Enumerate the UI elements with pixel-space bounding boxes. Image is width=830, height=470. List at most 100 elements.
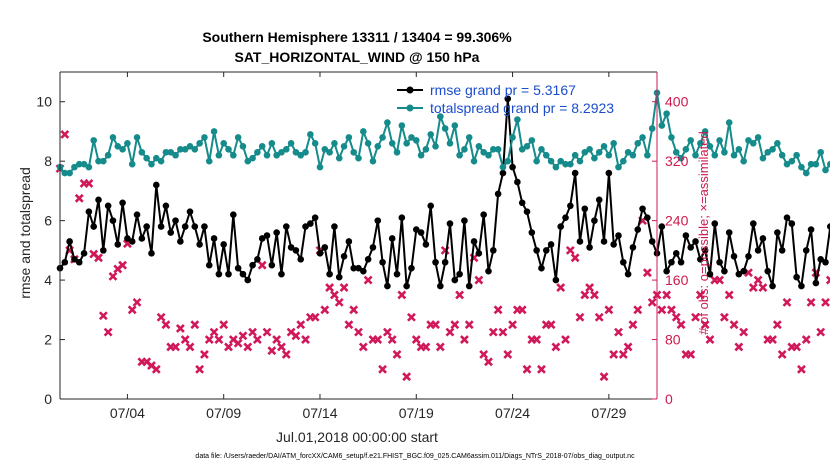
rmse-point (268, 261, 276, 269)
x-tick-label: 07/04 (110, 405, 145, 421)
obs-assimilated-marker (479, 349, 489, 359)
rmse-point (181, 223, 189, 230)
rmse-point (403, 282, 410, 290)
rmse-point (119, 199, 126, 207)
rmse-point (778, 247, 786, 254)
y-right-tick-label: 400 (665, 94, 689, 110)
rmse-point (600, 238, 608, 245)
obs-assimilated-marker (60, 130, 70, 139)
rmse-point (345, 238, 353, 245)
obs-marker-stroke-b (349, 305, 359, 315)
obs-marker-stroke-b (108, 271, 118, 281)
obs-assimilated-marker (734, 342, 744, 352)
obs-assimilated-marker (98, 311, 108, 321)
rmse-point (360, 267, 367, 275)
obs-assimilated-marker (435, 342, 445, 352)
rmse-point (562, 214, 569, 221)
totalspread-point (167, 148, 175, 156)
rmse-point (335, 273, 343, 281)
totalspread-point (157, 157, 165, 165)
rmse-point (408, 264, 415, 272)
obs-marker-stroke-b (272, 335, 282, 344)
rmse-point (798, 282, 805, 290)
totalspread-point (292, 148, 300, 156)
rmse-point (379, 258, 386, 266)
obs-assimilated-marker (74, 193, 84, 203)
obs-assimilated-marker (517, 305, 527, 315)
rmse-point (369, 244, 377, 251)
obs-marker-stroke-b (724, 290, 734, 300)
totalspread-point (793, 151, 800, 159)
obs-assimilated-marker (782, 297, 792, 307)
legend-rmse-marker (406, 86, 414, 94)
rmse-point (340, 253, 348, 260)
y-right-tick-label: 240 (665, 213, 689, 229)
rmse-point (725, 229, 733, 236)
obs-marker-stroke-b (445, 327, 455, 337)
rmse-point (461, 217, 468, 224)
obs-assimilated-marker (739, 327, 749, 337)
obs-marker-stroke-b (686, 349, 696, 359)
obs-assimilated-marker (281, 349, 291, 359)
obs-marker-stroke-b (671, 312, 681, 322)
obs-marker-stroke-b (286, 327, 296, 337)
rmse-point (774, 229, 781, 236)
rmse-point (100, 247, 107, 254)
totalspread-point (369, 157, 377, 165)
obs-assimilated-marker (185, 342, 195, 352)
totalspread-point (311, 140, 319, 147)
totalspread-point (725, 119, 733, 126)
obs-marker-stroke-b (551, 342, 561, 352)
totalspread-point (100, 157, 107, 165)
rmse-point (648, 238, 656, 245)
totalspread-point (735, 145, 743, 153)
obs-assimilated-marker (320, 305, 330, 315)
obs-marker-stroke-b (325, 283, 335, 292)
obs-marker-stroke-b (281, 349, 291, 359)
rmse-point (576, 238, 584, 245)
totalspread-point (268, 140, 276, 147)
totalspread-point (490, 145, 497, 153)
rmse-point (759, 235, 767, 242)
obs-marker-stroke-b (734, 342, 744, 352)
totalspread-point (812, 160, 820, 168)
totalspread-point (624, 148, 632, 156)
obs-marker-stroke-b (479, 349, 489, 359)
obs-marker-stroke-b (594, 312, 604, 322)
totalspread-point (730, 151, 738, 159)
rmse-point (629, 244, 637, 251)
rmse-point (451, 276, 459, 284)
obs-marker-stroke-b (224, 342, 233, 352)
totalspread-point (181, 145, 189, 153)
totalspread-point (764, 148, 772, 156)
obs-marker-stroke-b (89, 249, 99, 259)
totalspread-point (562, 160, 569, 168)
obs-marker-stroke-b (546, 320, 556, 330)
rmse-point (417, 229, 425, 236)
totalspread-point (461, 145, 468, 153)
totalspread-point (225, 145, 232, 153)
obs-marker-stroke-b (691, 312, 700, 322)
obs-assimilated-marker (310, 312, 320, 322)
obs-assimilated-marker (233, 338, 243, 348)
totalspread-point (692, 151, 699, 159)
obs-marker-stroke-b (421, 342, 431, 352)
totalspread-point (302, 148, 309, 156)
obs-assimilated-marker (662, 290, 672, 300)
obs-assimilated-marker (334, 297, 344, 307)
totalspread-point (648, 125, 656, 132)
obs-marker-stroke-b (806, 297, 816, 307)
rmse-point (807, 226, 815, 233)
totalspread-point (412, 137, 420, 144)
legend-spread-marker (406, 104, 414, 112)
rmse-point (605, 169, 613, 177)
obs-marker-stroke-b (257, 260, 267, 270)
totalspread-point (485, 151, 492, 159)
rmse-point (764, 267, 772, 275)
rmse-point (639, 205, 646, 213)
obs-assimilated-marker (493, 305, 503, 315)
obs-assimilated-marker (642, 268, 652, 278)
rmse-point (186, 208, 194, 216)
rmse-point (711, 220, 719, 227)
totalspread-point (509, 134, 516, 141)
